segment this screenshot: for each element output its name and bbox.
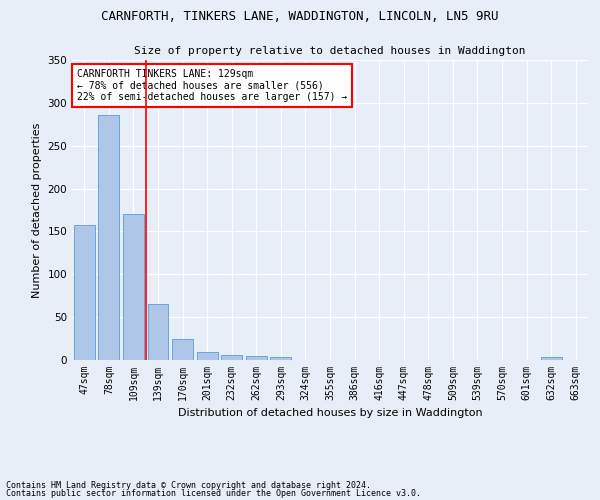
Text: CARNFORTH, TINKERS LANE, WADDINGTON, LINCOLN, LN5 9RU: CARNFORTH, TINKERS LANE, WADDINGTON, LIN… [101, 10, 499, 23]
Bar [148, 304, 169, 360]
Title: Size of property relative to detached houses in Waddington: Size of property relative to detached ho… [134, 46, 526, 56]
Bar [74, 226, 95, 360]
Bar [197, 352, 218, 360]
Bar [98, 115, 119, 360]
Text: CARNFORTH TINKERS LANE: 129sqm
← 78% of detached houses are smaller (556)
22% of: CARNFORTH TINKERS LANE: 129sqm ← 78% of … [77, 69, 347, 102]
Bar [172, 338, 193, 360]
Bar [123, 214, 144, 360]
Text: Contains HM Land Registry data © Crown copyright and database right 2024.: Contains HM Land Registry data © Crown c… [6, 481, 371, 490]
Bar [541, 358, 562, 360]
Bar [271, 358, 292, 360]
Text: Contains public sector information licensed under the Open Government Licence v3: Contains public sector information licen… [6, 488, 421, 498]
Bar [221, 355, 242, 360]
Bar [246, 356, 267, 360]
Y-axis label: Number of detached properties: Number of detached properties [32, 122, 42, 298]
X-axis label: Distribution of detached houses by size in Waddington: Distribution of detached houses by size … [178, 408, 482, 418]
